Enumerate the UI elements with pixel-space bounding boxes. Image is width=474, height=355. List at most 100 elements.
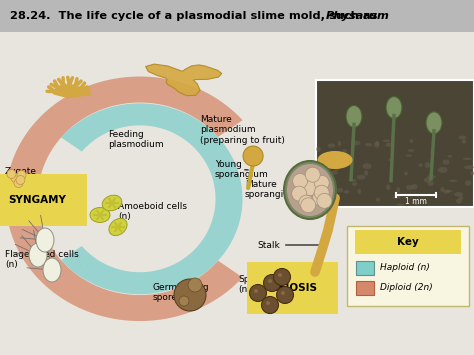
Ellipse shape (451, 174, 461, 178)
Text: Amoeboid cells
(n): Amoeboid cells (n) (118, 202, 187, 222)
Circle shape (292, 186, 307, 201)
Circle shape (268, 279, 272, 283)
Polygon shape (61, 103, 243, 294)
Text: 28.24.  The life cycle of a plasmodial slime mold, such as: 28.24. The life cycle of a plasmodial sl… (10, 11, 382, 21)
Ellipse shape (374, 186, 382, 188)
Circle shape (264, 274, 281, 291)
Ellipse shape (395, 205, 402, 207)
Ellipse shape (416, 197, 420, 201)
FancyBboxPatch shape (316, 80, 474, 207)
Ellipse shape (448, 159, 457, 165)
Ellipse shape (411, 192, 415, 195)
Ellipse shape (448, 162, 452, 165)
Ellipse shape (414, 147, 419, 150)
Ellipse shape (333, 163, 337, 168)
Ellipse shape (102, 195, 122, 211)
Ellipse shape (319, 196, 323, 201)
Text: MEIOSIS: MEIOSIS (268, 283, 317, 293)
Circle shape (276, 286, 293, 304)
Circle shape (266, 301, 270, 305)
Ellipse shape (420, 180, 424, 184)
Ellipse shape (414, 184, 420, 189)
Ellipse shape (345, 147, 354, 152)
Ellipse shape (445, 169, 450, 175)
Text: Spores
(n): Spores (n) (238, 275, 269, 294)
Circle shape (314, 185, 329, 200)
Ellipse shape (403, 166, 410, 170)
Ellipse shape (419, 141, 424, 143)
Text: Mature
sporangium: Mature sporangium (245, 180, 299, 200)
Ellipse shape (385, 145, 388, 150)
Ellipse shape (109, 218, 127, 236)
Ellipse shape (318, 189, 326, 195)
Ellipse shape (455, 205, 462, 208)
Circle shape (273, 268, 291, 285)
Ellipse shape (412, 195, 417, 198)
Ellipse shape (90, 208, 110, 223)
Ellipse shape (318, 151, 353, 169)
Text: Diploid (2n): Diploid (2n) (380, 284, 433, 293)
Ellipse shape (419, 146, 425, 151)
Text: 1 mm: 1 mm (405, 197, 427, 206)
Circle shape (301, 198, 316, 213)
Ellipse shape (425, 182, 434, 187)
Ellipse shape (335, 171, 339, 177)
FancyBboxPatch shape (356, 281, 374, 295)
Circle shape (312, 191, 328, 206)
Ellipse shape (396, 147, 404, 149)
Ellipse shape (433, 168, 438, 174)
Text: Key: Key (397, 237, 419, 247)
Ellipse shape (287, 164, 333, 216)
Ellipse shape (356, 179, 365, 185)
Circle shape (305, 167, 320, 182)
FancyBboxPatch shape (347, 226, 469, 306)
Circle shape (302, 181, 318, 196)
FancyBboxPatch shape (0, 0, 474, 32)
Ellipse shape (396, 141, 402, 144)
Circle shape (314, 175, 329, 190)
Circle shape (249, 284, 266, 301)
Circle shape (14, 179, 23, 187)
Circle shape (174, 279, 206, 311)
Ellipse shape (426, 112, 442, 134)
Circle shape (292, 174, 308, 189)
Ellipse shape (433, 140, 436, 146)
Text: SYNGAMY: SYNGAMY (8, 195, 66, 205)
Ellipse shape (29, 243, 47, 267)
Ellipse shape (36, 228, 54, 252)
Ellipse shape (356, 139, 362, 144)
Ellipse shape (459, 144, 468, 149)
Circle shape (188, 278, 202, 292)
Ellipse shape (420, 193, 425, 196)
Circle shape (281, 291, 285, 295)
Ellipse shape (284, 161, 336, 219)
Ellipse shape (386, 97, 402, 119)
Circle shape (17, 170, 26, 180)
Ellipse shape (412, 195, 420, 200)
Ellipse shape (397, 153, 406, 157)
Text: Mature
plasmodium
(preparing to fruit): Mature plasmodium (preparing to fruit) (200, 115, 285, 145)
Ellipse shape (453, 204, 460, 210)
Polygon shape (6, 77, 243, 321)
Ellipse shape (374, 159, 379, 164)
FancyBboxPatch shape (0, 32, 474, 355)
Text: Stalk: Stalk (257, 240, 322, 250)
Polygon shape (146, 64, 222, 96)
Ellipse shape (356, 171, 365, 177)
Ellipse shape (424, 137, 433, 139)
Ellipse shape (412, 188, 420, 193)
Text: Physarum: Physarum (326, 11, 390, 21)
Circle shape (11, 174, 20, 182)
Ellipse shape (326, 161, 330, 167)
Ellipse shape (428, 197, 432, 199)
Circle shape (299, 195, 314, 210)
Ellipse shape (460, 187, 465, 190)
Ellipse shape (334, 174, 339, 178)
Ellipse shape (464, 136, 470, 140)
Text: Feeding
plasmodium: Feeding plasmodium (108, 130, 164, 149)
Text: Germinating
spore: Germinating spore (153, 283, 210, 302)
Ellipse shape (433, 201, 442, 206)
Ellipse shape (395, 145, 401, 150)
Ellipse shape (394, 168, 404, 170)
Ellipse shape (314, 182, 319, 185)
